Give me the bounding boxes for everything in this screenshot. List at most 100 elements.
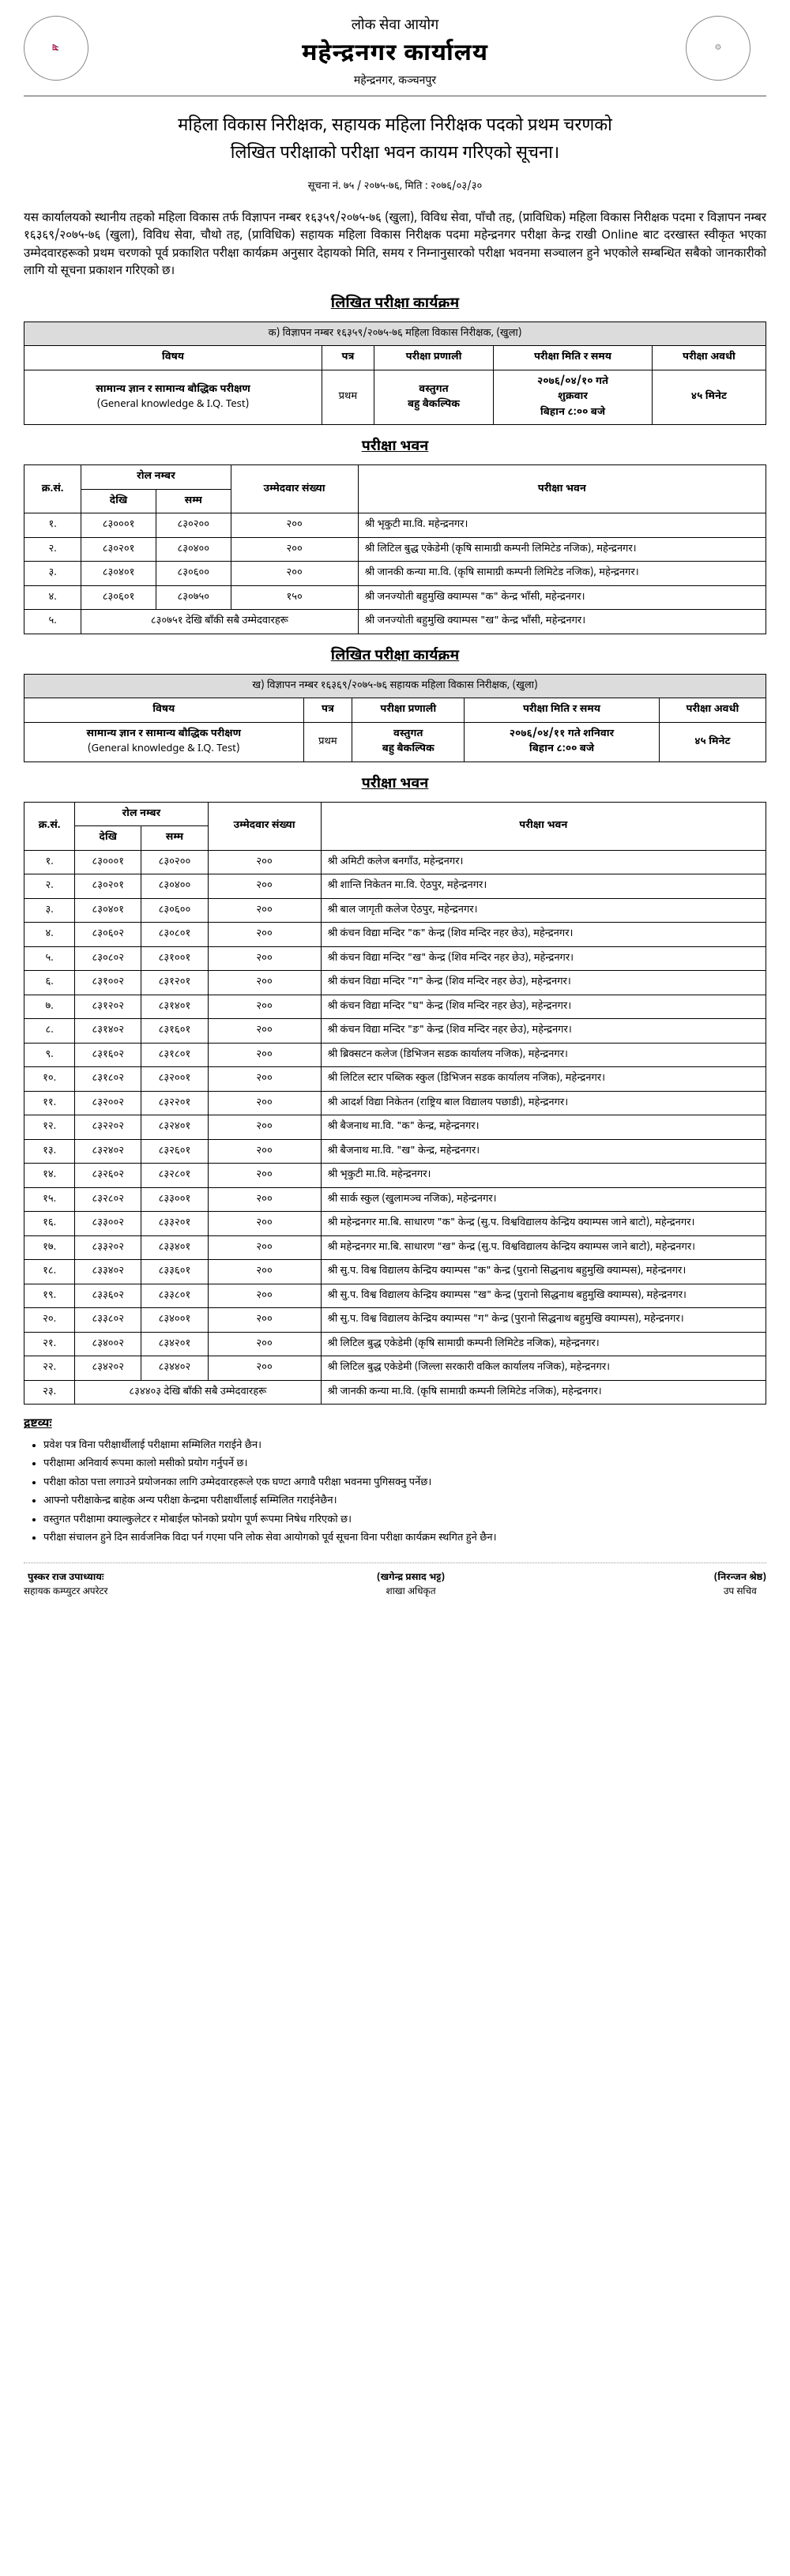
cell-venue: श्री बैजनाथ मा.वि. "ख" केन्द्र, महेन्द्र… [321, 1139, 766, 1164]
header-text: लोक सेवा आयोग महेन्द्रनगर कार्यालय महेन्… [302, 16, 488, 89]
table-row: २२.८३४२०२८३४४०२२००श्री लिटिल बुद्ध एकेडे… [24, 1356, 766, 1381]
cell-to: ८३१२०१ [141, 971, 208, 995]
cell-from: ८३४००२ [75, 1332, 141, 1356]
cell-from: ८३३२०२ [75, 1235, 141, 1260]
cell-sn: ७. [24, 995, 75, 1019]
cell-count: २०० [208, 1212, 321, 1236]
cell-from: ८३०२०१ [75, 874, 141, 899]
cell-count: २०० [208, 1260, 321, 1284]
cell-count: २०० [208, 1187, 321, 1212]
sig-right-title: उप सचिव [714, 1585, 766, 1599]
subject-np: सामान्य ज्ञान र सामान्य बौद्धिक परीक्षण [86, 728, 241, 741]
cell-from: ८३२२०२ [75, 1115, 141, 1140]
cell-venue: श्री अमिटी कलेज बनगाँउ, महेन्द्रनगर। [321, 850, 766, 874]
cell-to: ८३०२०० [156, 513, 231, 538]
cell-sn: ५. [24, 610, 81, 634]
cell-to: ८३३६०१ [141, 1260, 208, 1284]
notice-title-line2: लिखित परीक्षाको परीक्षा भवन कायम गरिएको … [24, 140, 766, 167]
cell-to: ८३२२०१ [141, 1091, 208, 1115]
cell-venue: श्री सु.प. विश्व विद्यालय केन्द्रिय क्या… [321, 1284, 766, 1308]
system-l1: वस्तुगत [393, 728, 423, 741]
cell-sn: २१. [24, 1332, 75, 1356]
cell-venue: श्री जनज्योती बहुमुखि क्याम्पस "ख" केन्द… [358, 610, 766, 634]
cell-subject: सामान्य ज्ञान र सामान्य बौद्धिक परीक्षण … [24, 722, 304, 762]
table-row: १२.८३२२०२८३२४०१२००श्री बैजनाथ मा.वि. "क"… [24, 1115, 766, 1140]
cell-to: ८३२४०१ [141, 1115, 208, 1140]
cell-to: ८३१००१ [141, 946, 208, 971]
h-sn: क्र.सं. [24, 802, 75, 850]
cell-sn: ४. [24, 585, 81, 610]
cell-sn: २. [24, 537, 81, 562]
col-system: परीक्षा प्रणाली [374, 346, 493, 370]
col-date: परीक्षा मिति र समय [465, 698, 660, 723]
table-row: २.८३०२०१८३०४००२००श्री शान्ति निकेतन मा.व… [24, 874, 766, 899]
table-row: ९.८३१६०२८३१८०१२००श्री ब्रिक्सटन कलेज (डि… [24, 1043, 766, 1067]
section2-title: लिखित परीक्षा कार्यक्रम [24, 646, 766, 668]
cell-to: ८३०७५० [156, 585, 231, 610]
cell-venue: श्री जनज्योती बहुमुखि क्याम्पस "क" केन्द… [358, 585, 766, 610]
cell-venue: श्री लिटिल बुद्ध एकेडेमी (कृषि सामाग्री … [358, 537, 766, 562]
cell-venue: श्री कंचन विद्या मन्दिर "क" केन्द्र (शिव… [321, 923, 766, 947]
cell-from: ८३१२०२ [75, 995, 141, 1019]
table-row: २.८३०२०१८३०४००२००श्री लिटिल बुद्ध एकेडेम… [24, 537, 766, 562]
banner-2: ख) विज्ञापन नम्बर १६३६९/२०७५-७६ सहायक मह… [24, 674, 766, 698]
cell-paper: प्रथम [303, 722, 352, 762]
exam-table-2: ख) विज्ञापन नम्बर १६३६९/२०७५-७६ सहायक मह… [24, 674, 766, 762]
cell-count: २०० [208, 850, 321, 874]
notice-title-line1: महिला विकास निरीक्षक, सहायक महिला निरीक्… [24, 112, 766, 140]
cell-sn: ४. [24, 923, 75, 947]
cell-from: ८३१००२ [75, 971, 141, 995]
cell-sn: ६. [24, 971, 75, 995]
cell-count: २०० [208, 971, 321, 995]
cell-venue: श्री कंचन विद्या मन्दिर "ङ" केन्द्र (शिव… [321, 1019, 766, 1044]
cell-sn: २२. [24, 1356, 75, 1381]
col-paper: पत्र [322, 346, 374, 370]
cell-count: २०० [208, 1332, 321, 1356]
notice-title: महिला विकास निरीक्षक, सहायक महिला निरीक्… [24, 112, 766, 167]
cell-remaining: ८३०७५१ देखि बाँकी सबै उम्मेदवारहरू [81, 610, 358, 634]
instruction-item: प्रवेश पत्र विना परीक्षार्थीलाई परीक्षाम… [43, 1438, 766, 1454]
sig-left: पुस्कर राज उपाध्यायः सहायक कम्प्युटर अपर… [24, 1570, 107, 1599]
col-subject: विषय [24, 346, 322, 370]
cell-to: ८३४४०२ [141, 1356, 208, 1381]
cell-to: ८३३२०१ [141, 1212, 208, 1236]
system-l1: वस्तुगत [419, 383, 448, 397]
cell-count: २०० [208, 1308, 321, 1333]
cell-subject: सामान्य ज्ञान र सामान्य बौद्धिक परीक्षण … [24, 370, 322, 425]
instructions-list: प्रवेश पत्र विना परीक्षार्थीलाई परीक्षाम… [24, 1438, 766, 1547]
cell-system: वस्तुगत बहु बैकल्पिक [352, 722, 465, 762]
cell-sn: ३. [24, 562, 81, 586]
exam-table-1: क) विज्ञापन नम्बर १६३५९/२०७५-७६ महिला वि… [24, 322, 766, 426]
section1-title: लिखित परीक्षा कार्यक्रम [24, 294, 766, 315]
cell-to: ८३०६०० [141, 898, 208, 923]
cell-venue: श्री शान्ति निकेतन मा.वि. ऐठपुर, महेन्द्… [321, 874, 766, 899]
cell-to: ८३३४०१ [141, 1235, 208, 1260]
cell-date: २०७६/०४/११ गते शनिवार बिहान ८:०० बजे [465, 722, 660, 762]
notice-body: यस कार्यालयको स्थानीय तहको महिला विकास त… [24, 211, 766, 282]
cell-count: २०० [208, 874, 321, 899]
subject-en: (General knowledge & I.Q. Test) [97, 398, 249, 412]
instruction-item: परीक्षा संचालन हुने दिन सार्वजनिक विदा प… [43, 1531, 766, 1547]
table-row: २१.८३४००२८३४२०१२००श्री लिटिल बुद्ध एकेडे… [24, 1332, 766, 1356]
cell-from: ८३०६०१ [81, 585, 156, 610]
cell-sn: १६. [24, 1212, 75, 1236]
cell-remaining: ८३४४०३ देखि बाँकी सबै उम्मेदवारहरू [75, 1380, 321, 1405]
system-l2: बहु बैकल्पिक [382, 743, 434, 756]
cell-venue: श्री सु.प. विश्व विद्यालय केन्द्रिय क्या… [321, 1260, 766, 1284]
banner-1: क) विज्ञापन नम्बर १६३५९/२०७५-७६ महिला वि… [24, 322, 766, 346]
cell-sn: १५. [24, 1187, 75, 1212]
cell-venue: श्री बैजनाथ मा.वि. "क" केन्द्र, महेन्द्र… [321, 1115, 766, 1140]
cell-from: ८३४२०२ [75, 1356, 141, 1381]
cell-from: ८३०६०२ [75, 923, 141, 947]
cell-count: २०० [208, 995, 321, 1019]
cell-to: ८३४२०१ [141, 1332, 208, 1356]
sig-right: (निरन्जन श्रेष्ठ) उप सचिव [714, 1570, 766, 1599]
instruction-item: परीक्षामा अनिवार्य रूपमा कालो मसीको प्रय… [43, 1457, 766, 1472]
cell-count: २०० [231, 537, 358, 562]
cell-sn: १४. [24, 1164, 75, 1188]
cell-from: ८३२००२ [75, 1091, 141, 1115]
cell-venue: श्री जानकी कन्या मा.वि. (कृषि सामाग्री क… [321, 1380, 766, 1405]
cell-sn: ३. [24, 898, 75, 923]
cell-venue: श्री आदर्श विद्या निकेतन (राष्ट्रिय बाल … [321, 1091, 766, 1115]
h-from: देखि [81, 489, 156, 513]
